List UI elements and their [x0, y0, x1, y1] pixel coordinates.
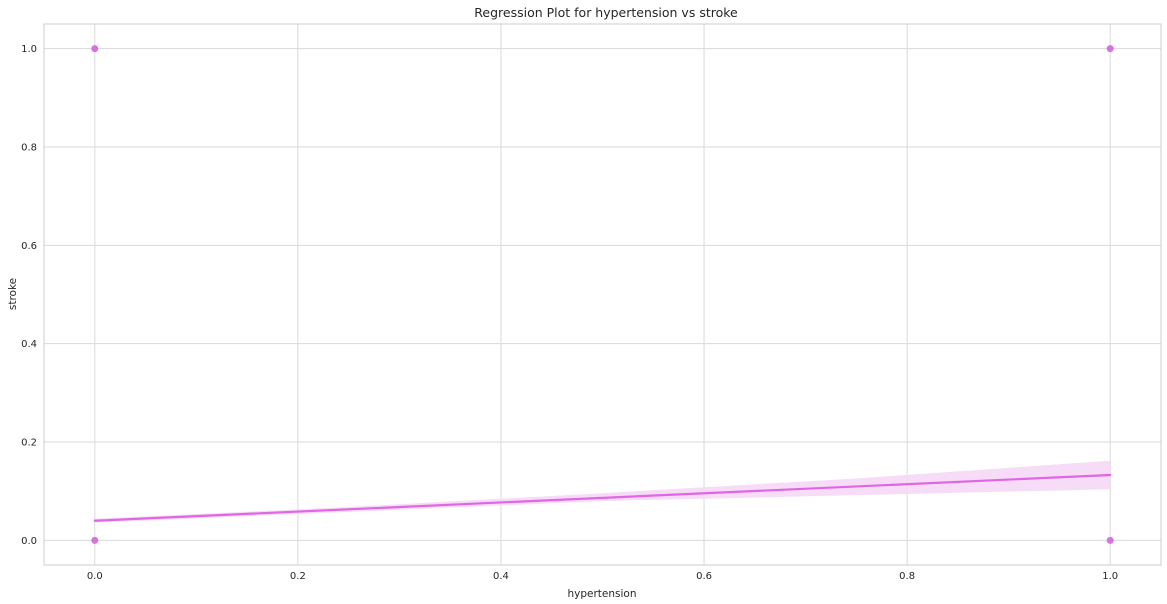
y-tick-label-5: 1.0 [21, 44, 37, 55]
data-point-2 [1106, 536, 1114, 544]
y-tick-label-4: 0.8 [21, 142, 37, 153]
confidence-band-layer [94, 460, 1111, 523]
y-tick-label-0: 0.0 [21, 536, 37, 547]
y-tick-label-3: 0.6 [21, 241, 37, 252]
regression-line [93, 473, 1112, 522]
y-tick-label-1: 0.2 [21, 438, 37, 449]
data-point-3 [1106, 45, 1114, 53]
axes-frame [43, 23, 1162, 566]
x-tick-label-0: 0.0 [87, 571, 103, 582]
confidence-band [94, 460, 1111, 523]
chart-title: Regression Plot for hypertension vs stro… [474, 5, 738, 20]
x-axis-label: hypertension [567, 588, 636, 600]
axes-layer [43, 23, 1162, 566]
x-tick-label-5: 1.0 [1102, 571, 1118, 582]
data-point-1 [91, 45, 99, 53]
x-tick-label-1: 0.2 [290, 571, 306, 582]
x-tick-label-2: 0.4 [493, 571, 509, 582]
y-axis-label: stroke [7, 278, 19, 310]
points-layer [91, 45, 1114, 544]
data-point-0 [91, 536, 99, 544]
x-tick-label-3: 0.6 [696, 571, 712, 582]
y-tick-label-2: 0.4 [21, 339, 37, 350]
x-tick-label-4: 0.8 [899, 571, 915, 582]
ticks-layer: 0.0 0.2 0.4 0.6 0.8 1.0 0.0 0.2 0.4 0.6 0.8 1.0 [21, 44, 1118, 582]
regression-line-layer [93, 473, 1112, 522]
grid-layer [44, 24, 1161, 565]
